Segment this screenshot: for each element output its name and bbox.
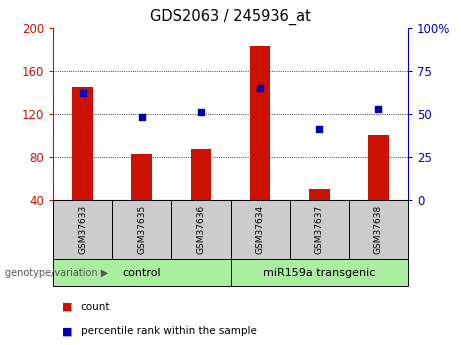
Bar: [190, 149, 211, 200]
Point: [315, 127, 323, 132]
Text: miR159a transgenic: miR159a transgenic: [263, 268, 375, 277]
Bar: [131, 154, 152, 200]
Bar: [290, 200, 349, 259]
Bar: [72, 87, 93, 200]
Text: GSM37634: GSM37634: [255, 205, 265, 254]
Point: [256, 85, 264, 91]
Bar: [171, 200, 230, 259]
Title: GDS2063 / 245936_at: GDS2063 / 245936_at: [150, 9, 311, 25]
Bar: [349, 200, 408, 259]
Bar: [112, 200, 171, 259]
Point: [375, 106, 382, 111]
Bar: [250, 46, 271, 200]
Text: percentile rank within the sample: percentile rank within the sample: [81, 326, 257, 336]
Text: control: control: [123, 268, 161, 277]
Text: GSM37636: GSM37636: [196, 205, 206, 254]
Text: genotype/variation ▶: genotype/variation ▶: [5, 268, 108, 277]
Point: [79, 90, 86, 96]
Point: [197, 109, 205, 115]
Text: GSM37633: GSM37633: [78, 205, 87, 254]
Bar: [368, 136, 389, 200]
Text: GSM37638: GSM37638: [374, 205, 383, 254]
Bar: [230, 259, 408, 286]
Text: ■: ■: [62, 302, 73, 312]
Text: GSM37637: GSM37637: [315, 205, 324, 254]
Bar: [309, 189, 330, 200]
Text: GSM37635: GSM37635: [137, 205, 146, 254]
Text: ■: ■: [62, 326, 73, 336]
Point: [138, 115, 145, 120]
Bar: [53, 259, 230, 286]
Bar: [53, 200, 112, 259]
Bar: [230, 200, 290, 259]
Text: count: count: [81, 302, 110, 312]
